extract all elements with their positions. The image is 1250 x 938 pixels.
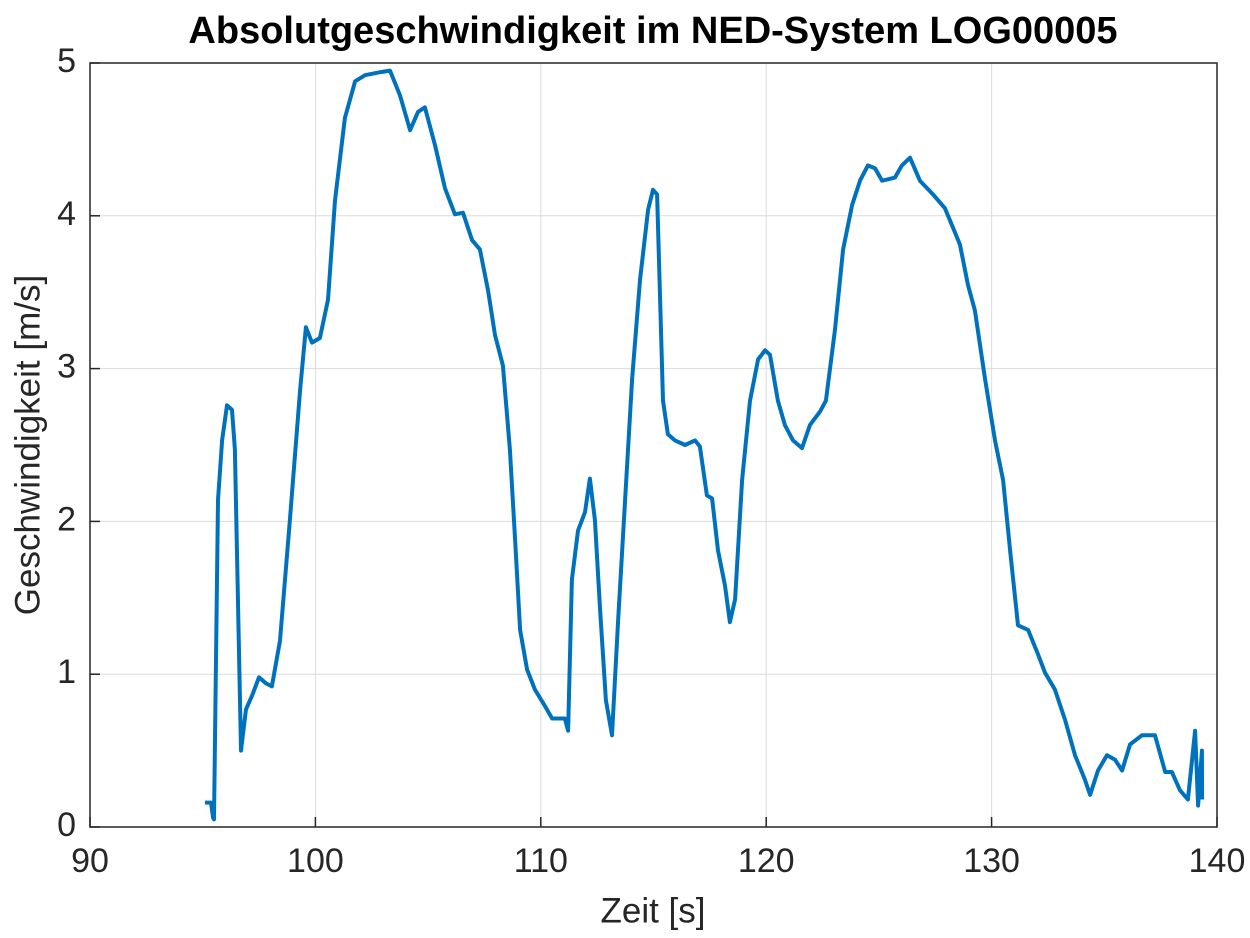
- y-axis-label: Geschwindigkeit [m/s]: [8, 275, 47, 615]
- y-tick-label: 2: [57, 500, 76, 538]
- y-tick-label: 1: [57, 653, 76, 691]
- y-tick-label: 0: [57, 806, 76, 844]
- plot-frame: [89, 62, 1218, 828]
- x-axis-label: Zeit [s]: [600, 891, 705, 930]
- y-tick-label: 4: [57, 195, 76, 233]
- x-tick-label: 120: [738, 842, 795, 880]
- x-tick-label: 130: [963, 842, 1020, 880]
- x-tick-label: 110: [514, 842, 568, 880]
- x-tick-label: 100: [287, 842, 344, 880]
- data-line: [205, 68, 1205, 822]
- x-tick-label: 140: [1189, 842, 1246, 880]
- chart-title: Absolutgeschwindigkeit im NED-System LOG…: [188, 10, 1117, 52]
- x-tick-label: 90: [71, 842, 109, 880]
- y-tick-label: 5: [57, 42, 76, 80]
- y-tick-label: 3: [57, 348, 76, 386]
